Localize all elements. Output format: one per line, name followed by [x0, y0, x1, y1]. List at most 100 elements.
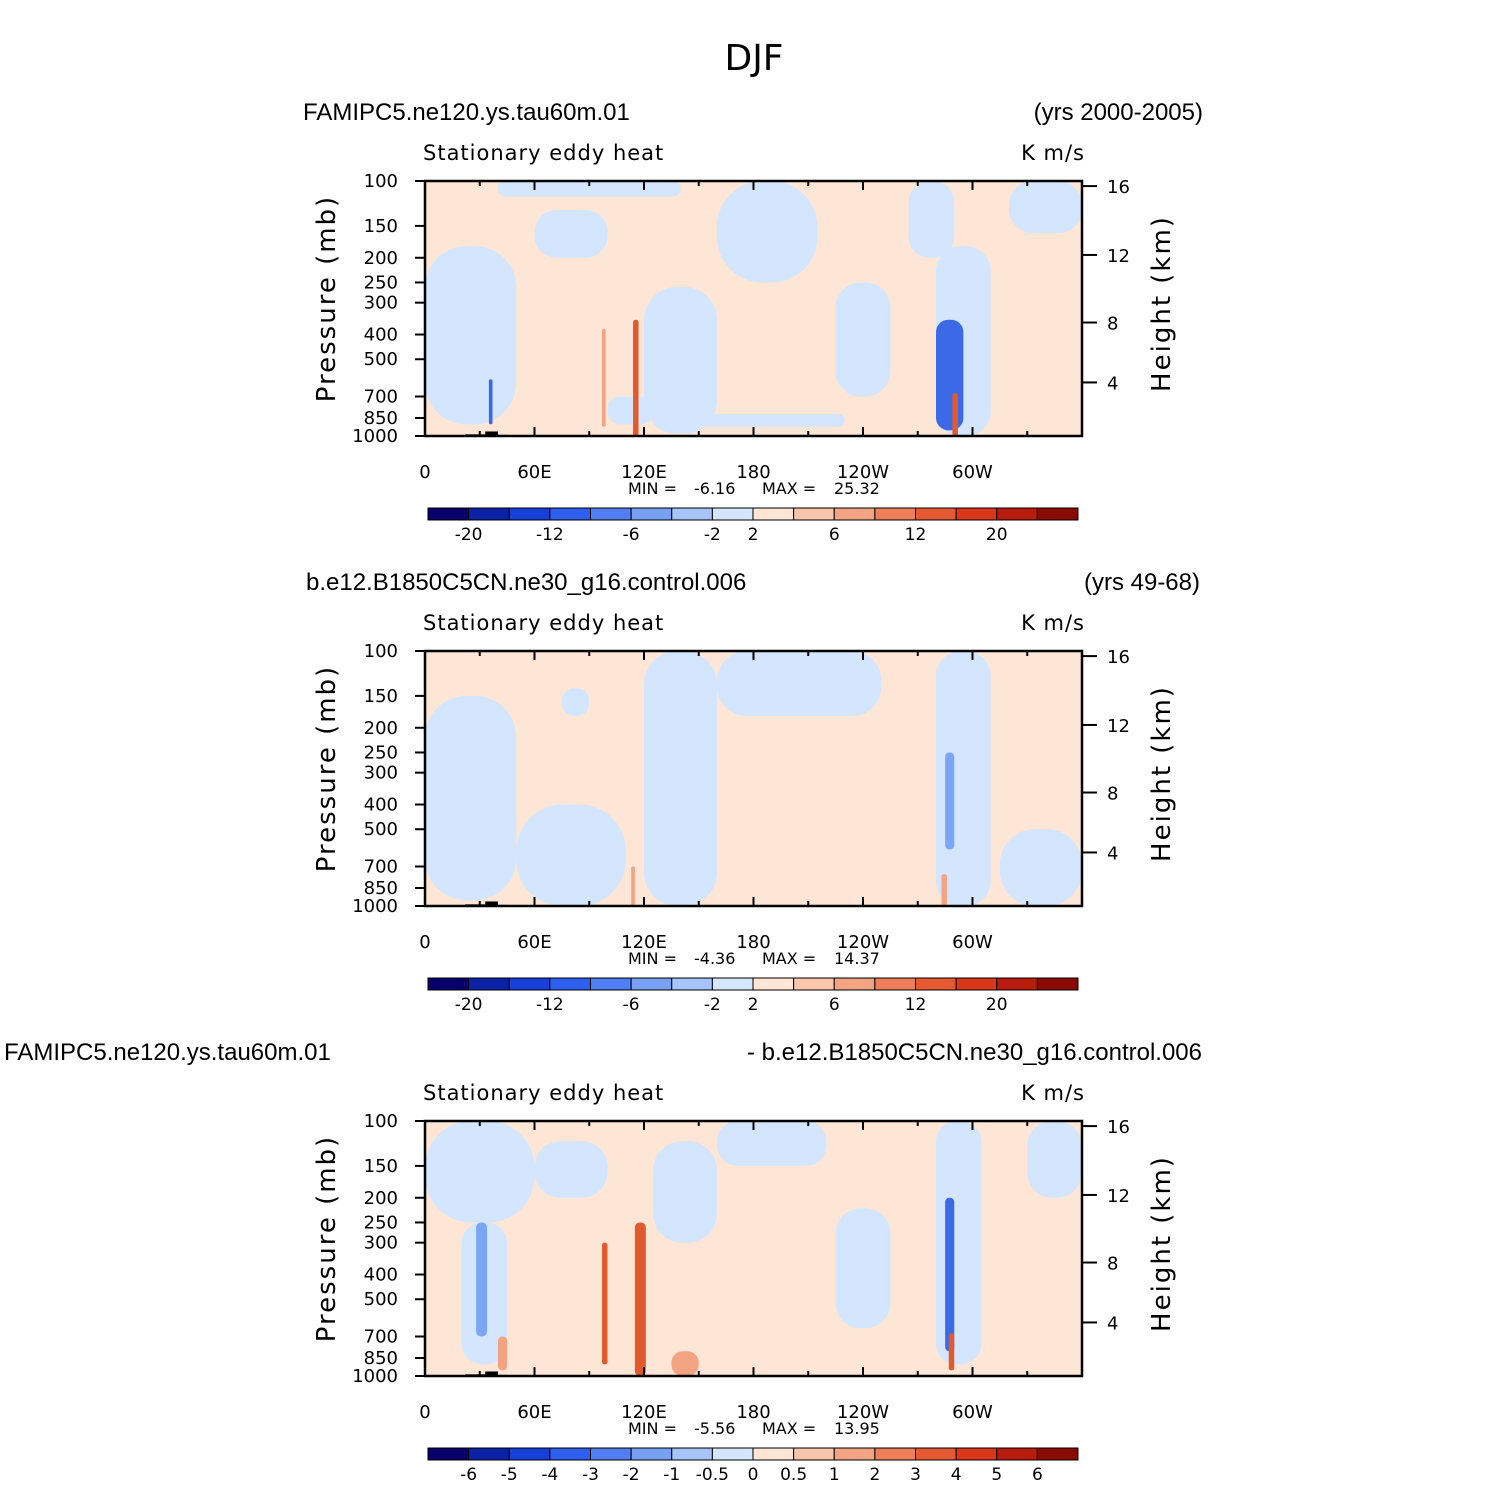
field-contour-region: [488, 379, 493, 425]
y-tick-label: 700: [364, 1327, 398, 1348]
colorbar-label: -0.5: [696, 1465, 729, 1485]
colorbar-box: [590, 507, 632, 521]
colorbar-box: [590, 1447, 632, 1461]
colorbar-box: [671, 507, 713, 521]
x-tick-label: 180: [736, 1402, 770, 1423]
figure-title: DJF: [724, 38, 783, 79]
colorbar-label: -6: [623, 525, 640, 545]
colorbar-box: [833, 977, 876, 991]
panel-1-plot: Stationary eddy heat K m/s 0 60E 120E 180 120W…: [312, 141, 1177, 545]
y-tick-label: 400: [364, 325, 398, 346]
field-contour-region: [908, 181, 955, 258]
min-label: MIN =: [628, 1419, 677, 1438]
colorbar-box: [996, 507, 1038, 521]
colorbar-box: [711, 1447, 754, 1461]
panel-1-field: [425, 181, 1082, 436]
y-axis-label: Pressure (mb): [312, 1135, 342, 1342]
panel-3: FAMIPC5.ne120.ys.tau60m.01 - b.e12.B1850…: [4, 1039, 1202, 1485]
panel-1-units: K m/s: [1021, 141, 1085, 165]
height-tick-label: 12: [1107, 716, 1130, 737]
field-contour-region: [717, 651, 882, 717]
y-tick-label: 150: [364, 1156, 398, 1177]
field-contour-region: [425, 246, 517, 425]
field-contour-region: [948, 1333, 955, 1371]
height-tick-label: 12: [1107, 1186, 1130, 1207]
colorbar-label: -2: [704, 525, 721, 545]
y-tick-label: 100: [364, 1111, 398, 1132]
colorbar-box: [711, 507, 754, 521]
max-label: MAX =: [762, 479, 816, 498]
field-contour-region: [561, 688, 590, 717]
colorbar-label: -3: [582, 1465, 599, 1485]
colorbar-label: 12: [905, 995, 927, 1015]
y-tick-label: 850: [364, 408, 398, 429]
colorbar-label: 6: [1032, 1465, 1043, 1485]
y-tick-label: 850: [364, 1348, 398, 1369]
colorbar-label: -4: [541, 1465, 558, 1485]
colorbar-box: [833, 1447, 876, 1461]
panel-3-field: [425, 1121, 1082, 1376]
field-contour-region: [671, 1351, 699, 1376]
field-contour-region: [633, 319, 639, 436]
field-contour-region: [602, 328, 606, 427]
colorbar-label: 2: [748, 995, 759, 1015]
height-tick-label: 16: [1107, 1117, 1130, 1138]
colorbar-label: -20: [455, 525, 483, 545]
colorbar-label: -1: [663, 1465, 680, 1485]
colorbar-box: [549, 977, 591, 991]
x-tick-label: 120E: [621, 462, 667, 483]
colorbar-box: [915, 507, 957, 521]
colorbar-label: 2: [869, 1465, 880, 1485]
panel-3-units: K m/s: [1021, 1081, 1085, 1105]
max-value: 25.32: [834, 479, 880, 498]
field-contour-region: [644, 286, 717, 434]
field-contour-region: [952, 393, 958, 436]
y-tick-label: 200: [364, 1188, 398, 1209]
colorbar-label: -6: [623, 995, 640, 1015]
x-tick-label: 120E: [621, 1402, 667, 1423]
colorbar-label: -2: [623, 1465, 640, 1485]
x-tick-label: 0: [419, 462, 430, 483]
colorbar-box: [874, 977, 916, 991]
panel-2: b.e12.B1850C5CN.ne30_g16.control.006 (yr…: [306, 569, 1200, 1015]
colorbar-box: [874, 1447, 916, 1461]
colorbar-box: [1036, 977, 1079, 991]
y-tick-label: 1000: [352, 896, 398, 917]
colorbar-box: [874, 507, 916, 521]
colorbar-box: [711, 977, 754, 991]
colorbar-label: 0.5: [780, 1465, 807, 1485]
topography: [485, 901, 498, 906]
y-tick-label: 500: [364, 819, 398, 840]
colorbar-label: 20: [986, 525, 1008, 545]
field-contour-region: [425, 1121, 535, 1223]
panel-2-units: K m/s: [1021, 611, 1085, 635]
field-contour-region: [634, 1222, 646, 1376]
colorbar-box: [955, 1447, 998, 1461]
colorbar-label: -12: [536, 525, 564, 545]
field-contour-region: [607, 396, 654, 425]
colorbar-label: -12: [536, 995, 564, 1015]
field-contour-region: [498, 1336, 508, 1371]
y-tick-label: 250: [364, 1212, 398, 1233]
field-contour-region: [498, 181, 681, 197]
field-contour-region: [425, 695, 517, 901]
y-tick-label: 300: [364, 293, 398, 314]
y-tick-label: 1000: [352, 1366, 398, 1387]
x-tick-label: 0: [419, 932, 430, 953]
colorbar-box: [996, 977, 1038, 991]
min-value: -4.36: [694, 949, 735, 968]
panel-1-title: Stationary eddy heat: [423, 141, 664, 165]
colorbar-label: -20: [455, 995, 483, 1015]
field-contour-region: [936, 319, 964, 431]
height-tick-label: 12: [1107, 246, 1130, 267]
field-contour-region: [945, 1197, 955, 1352]
y-tick-label: 100: [364, 171, 398, 192]
colorbar-box: [630, 977, 673, 991]
min-value: -5.56: [694, 1419, 735, 1438]
field-contour-region: [941, 874, 947, 906]
min-value: -6.16: [694, 479, 735, 498]
field-contour-region: [999, 829, 1082, 906]
panel-3-header-left: FAMIPC5.ne120.ys.tau60m.01: [4, 1039, 331, 1066]
x-tick-label: 120E: [621, 932, 667, 953]
